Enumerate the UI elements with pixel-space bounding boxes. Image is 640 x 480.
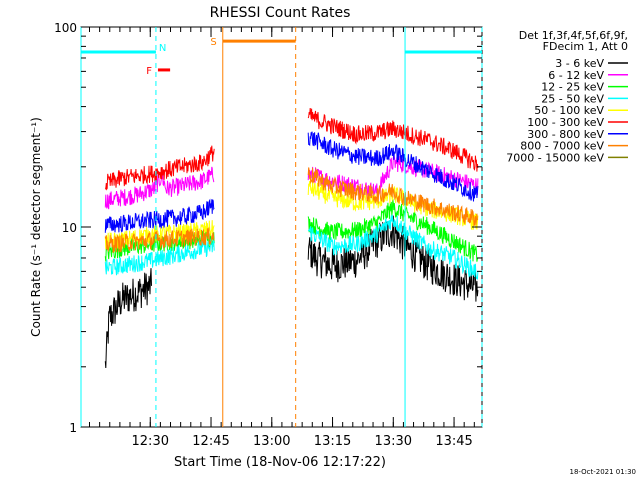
legend: Det 1f,3f,4f,5f,6f,9f, FDecim 1, Att 0 3… (506, 29, 628, 164)
series-300to800keV-group (104, 131, 479, 233)
x-tick-label: 13:15 (314, 434, 351, 449)
legend-entry-label: 6 - 12 keV (548, 69, 604, 82)
series-line-8-segment-a (104, 227, 215, 254)
x-axis-label: Start Time (18-Nov-06 12:17:22) (174, 455, 386, 470)
series-line-7-segment-a (104, 198, 215, 233)
y-tick-label: 1 (69, 421, 77, 435)
legend-header-line-1: Det 1f,3f,4f,5f,6f,9f, (519, 29, 628, 42)
legend-entry-label: 3 - 6 keV (555, 57, 604, 70)
interval-label-s: S (210, 37, 216, 48)
series-line-4-segment-a (104, 238, 215, 276)
series-25to50keV-group (104, 214, 479, 280)
series-line-4-segment-b (307, 214, 479, 280)
axis-layer: 1 10 100 12:30 12:45 13:00 13:15 13:30 13:45 (54, 21, 482, 449)
y-tick-label: 10 (62, 221, 77, 235)
x-tick-label: 12:45 (192, 434, 229, 449)
series-100to300keV-group (104, 108, 479, 191)
y-tick-label: 100 (54, 21, 77, 35)
series-line-5-segment-a (104, 220, 215, 250)
legend-entry-label: 25 - 50 keV (541, 92, 604, 105)
series-line-6-segment-b (307, 108, 479, 172)
y-axis-label: Count Rate (s⁻¹ detector segment⁻¹) (29, 117, 43, 337)
legend-entry-label: 300 - 800 keV (527, 128, 604, 141)
annotation-layer: N F S (80, 27, 483, 427)
series-line-8-segment-b (307, 167, 479, 227)
series-layer (104, 108, 479, 369)
x-tick-label: 12:30 (132, 434, 169, 449)
series-line-6-segment-a (104, 145, 215, 191)
footer-timestamp: 18-Oct-2021 01:30 (570, 468, 636, 476)
legend-entry-label: 50 - 100 keV (534, 104, 604, 117)
interval-label-f: F (146, 66, 152, 77)
legend-entry-label: 12 - 25 keV (541, 81, 604, 94)
x-tick-label: 13:00 (253, 434, 290, 449)
legend-header-line-2: FDecim 1, Att 0 (543, 40, 628, 53)
series-line-1-segment-a (104, 268, 152, 369)
legend-entry-label: 100 - 300 keV (527, 116, 604, 129)
legend-entry-label: 7000 - 15000 keV (506, 151, 604, 164)
chart-title: RHESSI Count Rates (210, 5, 351, 21)
x-tick-label: 13:45 (435, 434, 472, 449)
series-800to7000keV-group (104, 167, 479, 254)
series-line-7-segment-b (307, 131, 479, 202)
interval-label-n: N (159, 43, 166, 54)
series-line-3-segment-b (307, 198, 479, 262)
series-line-2-segment-a (104, 166, 215, 210)
legend-entry-label: 800 - 7000 keV (520, 140, 604, 153)
x-tick-label: 13:30 (375, 434, 412, 449)
